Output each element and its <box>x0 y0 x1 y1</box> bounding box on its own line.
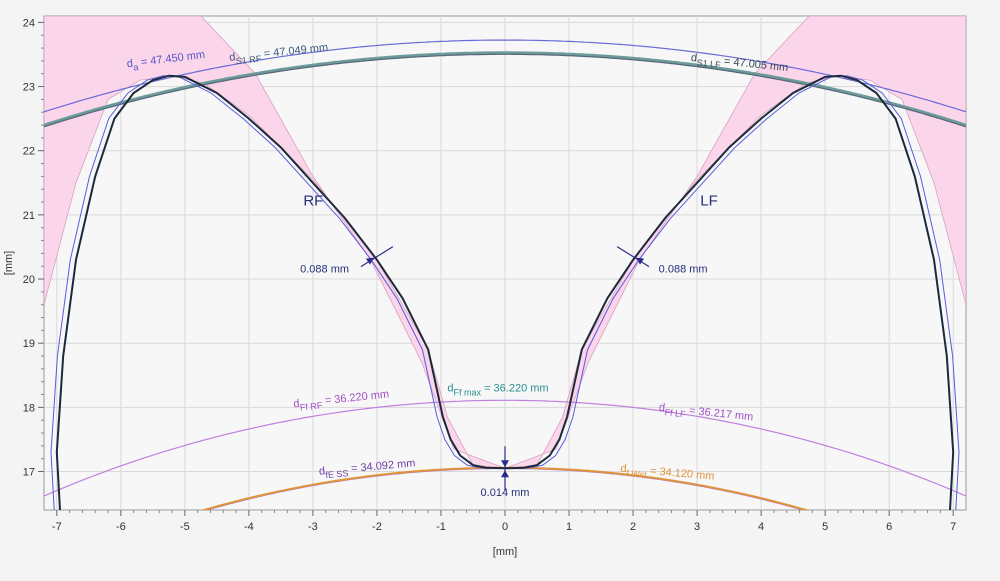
label-sub: S1 RF <box>235 54 262 67</box>
x-axis-label: [mm] <box>493 546 517 558</box>
label-d-fe-ss: dfE SS = 34.092 mm <box>319 457 417 480</box>
measure-label-lf: 0.088 mm <box>659 264 708 276</box>
label-value: = 36.220 mm <box>481 382 549 394</box>
label-d: d <box>319 465 326 477</box>
x-tick-label: -7 <box>52 521 62 533</box>
y-tick-label: 20 <box>23 274 35 286</box>
x-tick-label: -4 <box>244 521 254 533</box>
label-sub: f Wst <box>626 468 648 480</box>
x-tick-label: -5 <box>180 521 190 533</box>
circle-label-text: df Wst = 34.120 mm <box>620 463 715 486</box>
y-tick-label: 24 <box>23 17 35 29</box>
label-d: d <box>229 51 236 64</box>
profile-left <box>566 74 955 510</box>
y-axis-label: [mm] <box>3 251 15 275</box>
label-sub: Ff max <box>454 387 482 397</box>
label-d: d <box>658 402 665 415</box>
label-sub: fE SS <box>325 468 349 480</box>
measure-arrowhead <box>501 460 509 468</box>
y-tick-label: 17 <box>23 467 35 479</box>
label-value: = 34.120 mm <box>647 465 715 483</box>
x-tick-label: 4 <box>758 521 764 533</box>
circle-d-s1-lf <box>44 53 966 128</box>
y-tick-label: 18 <box>23 402 35 414</box>
circle-label-text: dFf max = 36.220 mm <box>447 382 548 397</box>
y-tick-label: 23 <box>23 82 35 94</box>
x-tick-label: 7 <box>950 521 956 533</box>
x-tick-label: 2 <box>630 521 636 533</box>
profile-right <box>55 74 444 510</box>
label-d-ff-max: dFf max = 36.220 mm <box>447 382 548 397</box>
measure-arrowhead <box>636 257 645 265</box>
x-tick-label: -6 <box>116 521 126 533</box>
y-tick-label: 21 <box>23 210 35 222</box>
y-tick-label: 19 <box>23 338 35 350</box>
measure-label-root: 0.014 mm <box>481 487 530 499</box>
x-tick-label: -3 <box>308 521 318 533</box>
x-tick-label: 6 <box>886 521 892 533</box>
x-tick-label: -2 <box>372 521 382 533</box>
label-sub: Ff LF <box>664 407 686 419</box>
x-tick-label: 0 <box>502 521 508 533</box>
flank-label-rf: RF <box>303 192 323 209</box>
measure-label-rf: 0.088 mm <box>300 264 349 276</box>
label-value: = 34.092 mm <box>348 457 416 475</box>
label-d: d <box>293 398 300 411</box>
label-sub: Ff RF <box>299 400 323 412</box>
measure-arrow <box>360 246 394 268</box>
label-d: d <box>690 52 697 65</box>
flank-label-lf: LF <box>700 192 718 209</box>
label-d-f-wst: df Wst = 34.120 mm <box>620 463 715 486</box>
label-d: d <box>620 463 627 475</box>
circle-d-a <box>44 39 966 113</box>
label-sub: a <box>133 62 139 73</box>
label-d: d <box>126 58 134 71</box>
x-tick-label: 3 <box>694 521 700 533</box>
x-tick-label: -1 <box>436 521 446 533</box>
circle-label-text: dfE SS = 34.092 mm <box>319 457 417 480</box>
circle-d-s1-rf <box>44 51 966 127</box>
measure-arrowhead <box>365 257 374 265</box>
label-d: d <box>447 382 453 394</box>
label-sub: S1 LF <box>696 58 721 71</box>
measure-arrow <box>616 246 650 268</box>
circle-d-ff-rf <box>44 399 966 497</box>
y-tick-label: 22 <box>23 146 35 158</box>
x-tick-label: 1 <box>566 521 572 533</box>
x-tick-label: 5 <box>822 521 828 533</box>
measure-arrowhead <box>501 470 509 478</box>
